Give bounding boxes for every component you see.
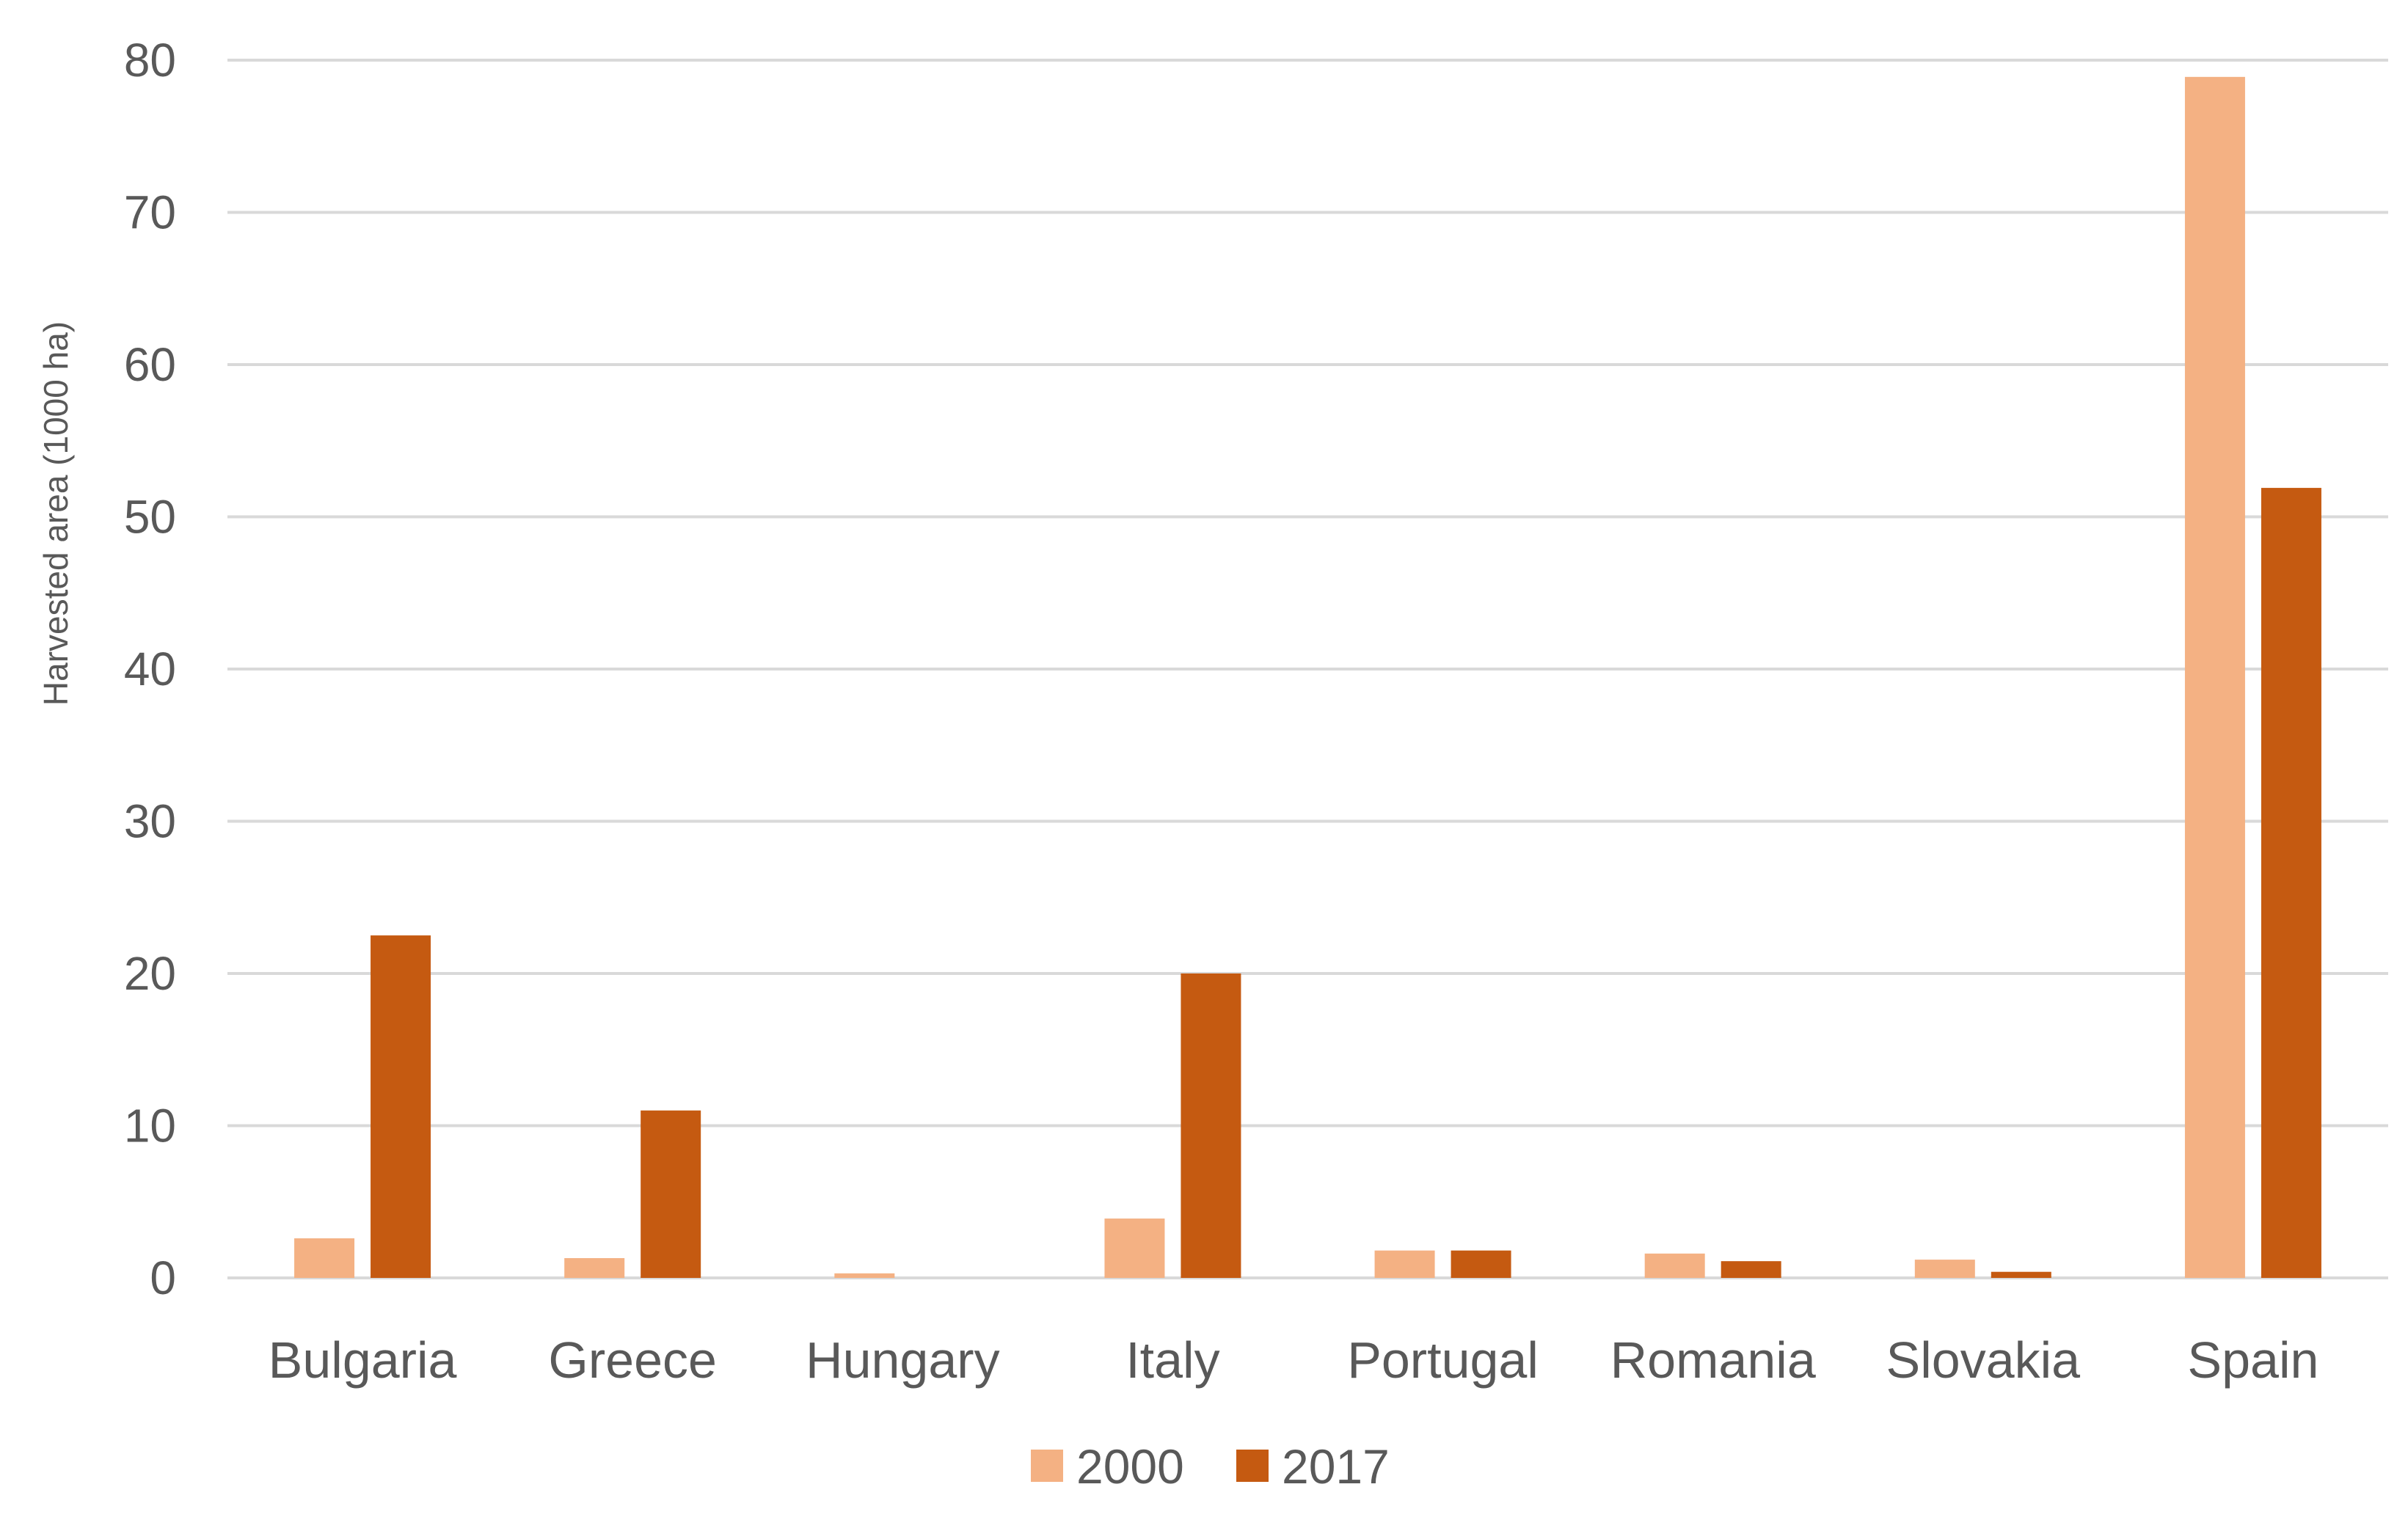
bar-2017-romania (1721, 1261, 1781, 1278)
y-tick-label: 10 (124, 1100, 176, 1152)
x-tick-label: Hungary (806, 1331, 1000, 1389)
bar-2017-slovakia (1991, 1271, 2051, 1278)
y-tick-label: 50 (124, 491, 176, 544)
x-axis-ticks: Bulgaria Greece Hungary Italy Portugal Romani… (269, 1331, 2319, 1389)
bar-2000-greece (564, 1258, 625, 1278)
bar-2017-portugal (1451, 1250, 1511, 1278)
y-tick-label: 40 (124, 643, 176, 695)
bar-2017-italy (1181, 973, 1241, 1278)
x-tick-label: Greece (548, 1331, 717, 1389)
y-tick-label: 60 (124, 338, 176, 391)
y-tick-label: 80 (124, 34, 176, 87)
legend-label: 2000 (1076, 1439, 1184, 1494)
y-tick-label: 0 (150, 1252, 176, 1304)
x-tick-label: Spain (2187, 1331, 2318, 1389)
bar-2000-hungary (834, 1273, 895, 1278)
bar-2000-spain (2184, 76, 2245, 1279)
y-tick-label: 20 (124, 947, 176, 1000)
bar-2000-slovakia (1914, 1260, 1975, 1278)
bars (294, 76, 2321, 1279)
bar-2000-portugal (1374, 1250, 1435, 1278)
y-axis-ticks: 0 10 20 30 40 50 60 70 80 (124, 34, 176, 1304)
bar-2000-italy (1104, 1218, 1165, 1278)
bar-2017-bulgaria (371, 935, 431, 1278)
x-tick-label: Slovakia (1886, 1331, 2081, 1389)
legend: 2000 2017 (1031, 1439, 1390, 1494)
y-tick-label: 30 (124, 795, 176, 848)
x-tick-label: Romania (1610, 1331, 1816, 1389)
gridlines (227, 59, 2388, 1279)
bar-2000-bulgaria (294, 1238, 355, 1278)
bar-2017-spain (2261, 488, 2321, 1279)
y-axis-label: Harvested area (1000 ha) (37, 321, 75, 706)
legend-label: 2017 (1282, 1439, 1390, 1494)
x-tick-label: Bulgaria (269, 1331, 457, 1389)
legend-swatch-2017 (1236, 1450, 1269, 1482)
bar-2017-greece (641, 1110, 701, 1278)
legend-swatch-2000 (1031, 1450, 1063, 1482)
y-tick-label: 70 (124, 186, 176, 239)
x-tick-label: Italy (1125, 1331, 1219, 1389)
x-tick-label: Portugal (1347, 1331, 1539, 1389)
bar-2000-romania (1644, 1253, 1705, 1278)
